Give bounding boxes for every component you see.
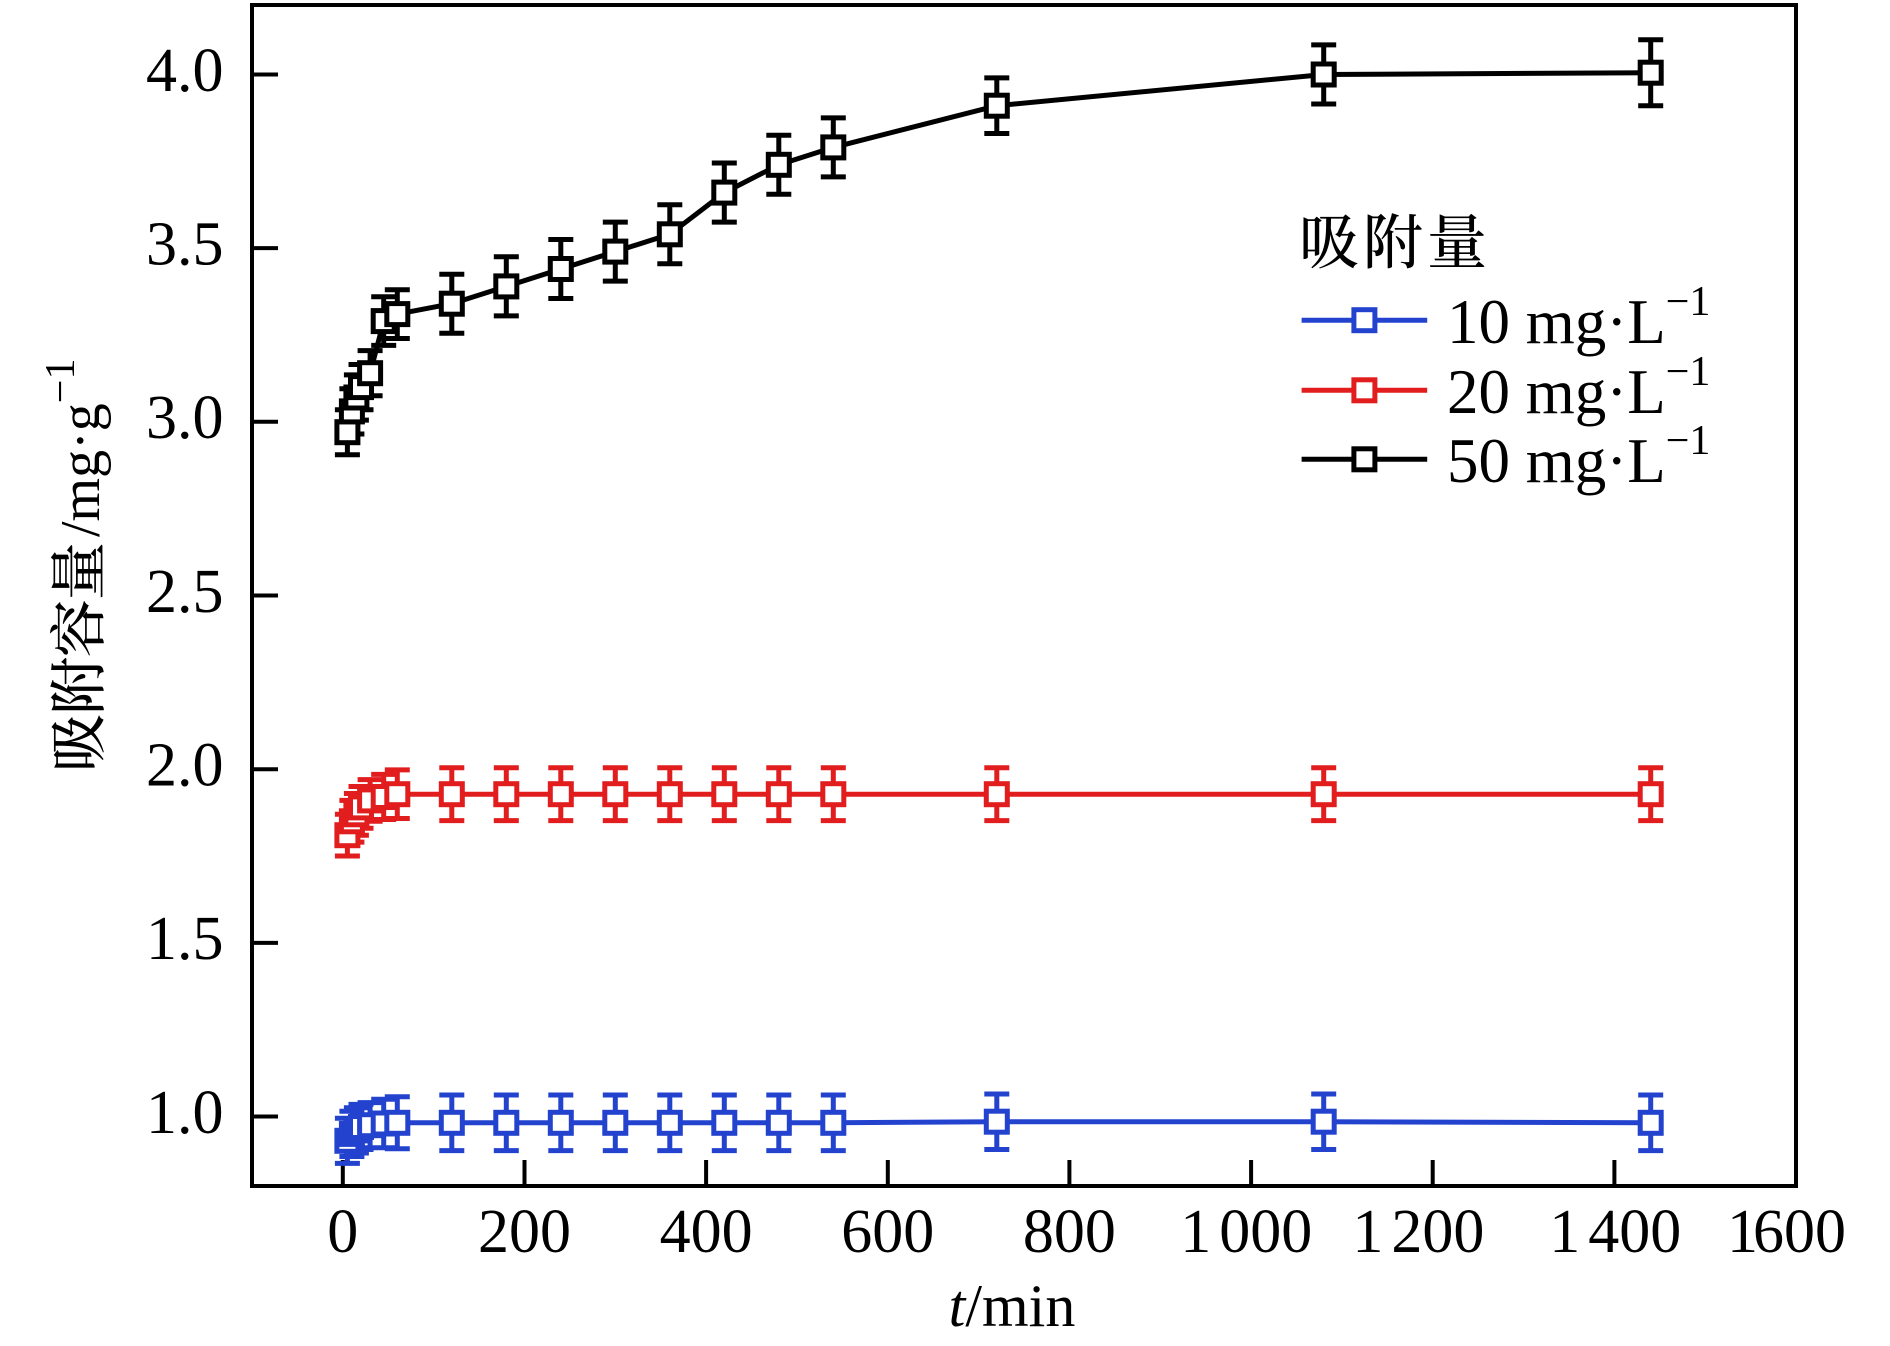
svg-text:4.0: 4.0 bbox=[146, 37, 224, 105]
svg-text:2.0: 2.0 bbox=[146, 732, 224, 800]
svg-text:400: 400 bbox=[660, 1198, 753, 1266]
svg-text:50 mg·L−1: 50 mg·L−1 bbox=[1447, 418, 1710, 496]
svg-text:0: 0 bbox=[327, 1198, 358, 1266]
svg-text:1.5: 1.5 bbox=[146, 905, 224, 973]
svg-text:/mg·g−1: /mg·g−1 bbox=[38, 359, 112, 537]
svg-text:3.5: 3.5 bbox=[146, 210, 224, 278]
svg-text:600: 600 bbox=[841, 1198, 934, 1266]
svg-text:200: 200 bbox=[478, 1198, 571, 1266]
svg-text:1.0: 1.0 bbox=[146, 1079, 224, 1147]
svg-text:t/min: t/min bbox=[949, 1273, 1076, 1339]
svg-text:2.5: 2.5 bbox=[146, 558, 224, 626]
svg-text:3.0: 3.0 bbox=[146, 384, 224, 452]
svg-text:1600: 1600 bbox=[1727, 1198, 1846, 1266]
svg-text:800: 800 bbox=[1023, 1198, 1116, 1266]
